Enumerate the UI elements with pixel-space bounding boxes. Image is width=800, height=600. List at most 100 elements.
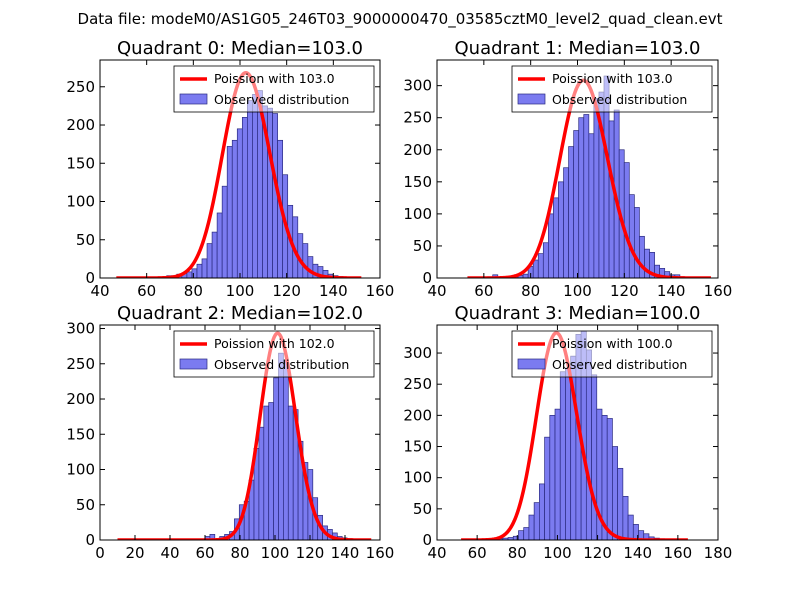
quadrant-1-xtick-label: 160 <box>704 282 733 300</box>
quadrant-3-ytick-label: 0 <box>422 531 432 549</box>
quadrant-1-bar <box>522 273 529 278</box>
quadrant-1-bar <box>558 181 564 278</box>
quadrant-3-xtick-label: 60 <box>468 544 487 562</box>
quadrant-0-ytick-label: 150 <box>66 154 95 172</box>
quadrant-1-bar <box>639 235 645 278</box>
quadrant-1-bar <box>623 162 630 278</box>
quadrant-3-ytick-label: 250 <box>403 375 432 393</box>
quadrant-3-panel: Quadrant 3: Median=100.0 40 60 80 100 120 140 1… <box>403 303 732 562</box>
quadrant-3-bar <box>617 467 624 540</box>
quadrant-3-bar <box>591 374 598 540</box>
quadrant-0-bar <box>186 271 193 278</box>
quadrant-3-legend-curve-label: Poission with 100.0 <box>552 336 673 351</box>
quadrant-2-xtick-label: 0 <box>95 544 105 562</box>
quadrant-3-xtick-label: 120 <box>583 544 612 562</box>
quadrant-2-bar <box>273 377 279 540</box>
quadrant-2-bar <box>209 534 216 540</box>
quadrant-3-ytick-label: 150 <box>403 438 432 456</box>
quadrant-3-ytick-label: 100 <box>403 469 432 487</box>
quadrant-1-bar <box>588 133 595 278</box>
quadrant-0-ytick-label: 200 <box>66 116 95 134</box>
quadrant-3-bar <box>533 502 540 540</box>
quadrant-0-xtick-label: 100 <box>226 282 255 300</box>
panels: Quadrant 0: Median=103.0 40 60 80 100 120 140 1… <box>66 38 732 562</box>
quadrant-0-bar <box>206 243 213 278</box>
quadrant-2-ytick-label: 250 <box>66 355 95 373</box>
quadrant-3-bar <box>539 483 545 540</box>
quadrant-0-legend-bars-label: Observed distribution <box>214 92 349 107</box>
quadrant-3-ytick-label: 50 <box>413 500 432 518</box>
quadrant-0-bar <box>267 107 273 278</box>
quadrant-0-legend-bars-swatch <box>179 93 208 105</box>
quadrant-1-bar <box>542 242 549 278</box>
quadrant-0-bar <box>252 94 258 278</box>
quadrant-2-bar <box>278 352 284 540</box>
quadrant-3-bar <box>622 496 629 540</box>
quadrant-0-bar <box>216 212 223 278</box>
quadrant-2-legend-bars-label: Observed distribution <box>214 357 349 372</box>
quadrant-0-ytick-label: 250 <box>66 78 95 96</box>
quadrant-1-bar <box>628 194 635 278</box>
quadrant-0-xtick-label: 160 <box>366 282 395 300</box>
quadrant-0-bar <box>302 243 309 278</box>
quadrant-2-xtick-label: 60 <box>195 544 214 562</box>
quadrant-1-bar <box>548 213 554 278</box>
quadrant-2-legend-curve-label: Poission with 102.0 <box>214 336 335 351</box>
quadrant-1-legend-curve-label: Poission with 103.0 <box>552 71 673 86</box>
quadrant-1-bar <box>593 98 600 278</box>
quadrant-2-xtick-label: 140 <box>331 544 360 562</box>
quadrant-2-bar <box>268 402 274 540</box>
quadrant-3-legend: Poission with 100.0 Observed distribution <box>511 330 713 378</box>
quadrant-3-bar <box>585 349 592 540</box>
quadrant-2-ytick-label: 0 <box>85 531 95 549</box>
quadrant-1-bar <box>532 259 539 278</box>
quadrant-0-ytick-label: 0 <box>85 269 95 287</box>
quadrant-0-title: Quadrant 0: Median=103.0 <box>117 38 363 59</box>
quadrant-0-xtick-label: 80 <box>184 282 203 300</box>
quadrant-3-ytick-label: 200 <box>403 406 432 424</box>
quadrant-1-ytick-label: 150 <box>403 173 432 191</box>
quadrant-3-legend-bars-swatch <box>517 358 546 370</box>
quadrant-0-ytick-label: 50 <box>76 231 95 249</box>
quadrant-3-legend-box <box>511 330 713 378</box>
quadrant-0-bar <box>221 185 228 278</box>
quadrant-2-xtick-label: 100 <box>261 544 290 562</box>
quadrant-0-bar <box>307 256 314 278</box>
quadrant-0-bar <box>231 139 238 278</box>
quadrant-0-bar <box>247 100 253 278</box>
quadrant-1-ytick-label: 300 <box>403 77 432 95</box>
quadrant-2-xtick-label: 20 <box>125 544 144 562</box>
quadrant-1-bar <box>553 197 559 278</box>
quadrant-1-bar <box>634 207 640 278</box>
quadrant-2-poisson-curve <box>116 331 373 540</box>
quadrant-3-bar <box>544 436 551 540</box>
quadrant-0-ytick-label: 100 <box>66 193 95 211</box>
quadrant-3-xtick-label: 140 <box>623 544 652 562</box>
quadrant-1-xtick-label: 80 <box>521 282 540 300</box>
quadrant-1-bar <box>578 117 585 278</box>
quadrant-3-bar <box>627 514 634 540</box>
quadrant-1-ytick-label: 250 <box>403 109 432 127</box>
quadrant-0-panel: Quadrant 0: Median=103.0 40 60 80 100 120 140 1… <box>66 38 394 300</box>
quadrant-2-panel: Quadrant 2: Median=102.0 0 20 40 60 80 100 120 1… <box>66 303 394 562</box>
quadrant-2-bar <box>258 426 265 540</box>
quadrant-1-bar <box>568 146 575 278</box>
quadrant-2-ytick-label: 150 <box>66 425 95 443</box>
quadrant-3-bar <box>523 527 530 540</box>
quadrant-0-bar <box>236 128 243 278</box>
quadrant-1-xtick-label: 40 <box>427 282 446 300</box>
quadrant-1-legend-bars-swatch <box>517 93 546 105</box>
quadrant-3-xtick-label: 160 <box>664 544 693 562</box>
quadrant-0-xtick-label: 60 <box>137 282 156 300</box>
quadrant-2-legend: Poission with 102.0 Observed distribution <box>173 330 375 378</box>
quadrant-1-xtick-label: 140 <box>657 282 686 300</box>
quadrant-1-legend: Poission with 103.0 Observed distribution <box>511 65 713 113</box>
quadrant-3-ytick-label: 300 <box>403 344 432 362</box>
quadrant-1-bar <box>537 253 544 278</box>
quadrant-1-panel: Quadrant 1: Median=103.0 40 60 80 100 120 140 1… <box>403 38 732 300</box>
quadrant-0-xtick-label: 140 <box>319 282 348 300</box>
quadrant-0-legend: Poission with 103.0 Observed distribution <box>173 65 375 113</box>
quadrant-0-bar <box>241 117 248 278</box>
quadrant-2-xtick-label: 40 <box>160 544 179 562</box>
